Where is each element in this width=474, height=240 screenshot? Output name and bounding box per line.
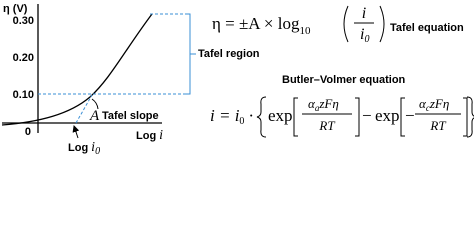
bv-den2: RT	[429, 118, 446, 133]
bv-den1: RT	[318, 118, 335, 133]
tafel-log-sub: 10	[299, 25, 311, 37]
exchange-arrow	[72, 125, 80, 139]
bv-exp1: exp	[268, 106, 293, 125]
tafel-eq: η = ±A × log10	[212, 14, 311, 37]
braces	[256, 96, 474, 138]
bv-lhs-sub: 0	[239, 116, 244, 127]
tafel-lhs: η = ±A × log	[212, 14, 300, 33]
bv-num1: αazFη	[308, 96, 339, 113]
bv-alpha2: α	[419, 96, 427, 111]
bv-alpha1-sub: a	[315, 103, 320, 113]
bv-lhs-text: i = i	[210, 106, 240, 125]
y-tick-label: 0.20	[13, 52, 34, 64]
parens	[343, 5, 385, 43]
slope-label: Tafel slope	[102, 110, 159, 122]
x-label-var: i	[159, 128, 163, 143]
y-tick-label: 0.30	[13, 15, 34, 27]
x-axis-label: Log i	[136, 128, 163, 143]
origin-label: 0	[25, 126, 31, 138]
bv-exp2: exp	[375, 106, 400, 125]
exchange-label: Log i0	[68, 140, 100, 157]
bv-title: Butler–Volmer equation	[282, 74, 406, 86]
curve	[1, 13, 153, 126]
guide-lines	[38, 13, 186, 95]
diagram: η (V) 0.30 0.20 0.10 0 Log i Tafel region…	[1, 3, 474, 157]
bv-lhs: i = i0 ·	[210, 106, 254, 127]
tafel-num: i	[362, 5, 366, 22]
bv-minus2: −	[405, 106, 415, 125]
slope-arc	[91, 98, 99, 110]
bv-minus: −	[362, 106, 372, 125]
extrapolation	[75, 94, 93, 124]
bv-num2-rest: zFη	[429, 96, 449, 111]
bv-dot: ·	[248, 106, 254, 125]
exchange-text: Log	[68, 142, 88, 154]
y-axis-label: η (V)	[3, 3, 28, 15]
bv-num2: αczFη	[419, 96, 449, 113]
exchange-var: i	[91, 140, 95, 155]
brackets-1	[293, 97, 360, 137]
tafel-label: Tafel equation	[390, 22, 464, 34]
tafel-den-var: i	[360, 26, 364, 43]
x-label-text: Log	[136, 130, 156, 142]
tafel-den-sub: 0	[364, 34, 369, 45]
exchange-sub: 0	[95, 146, 100, 157]
brackets-2	[400, 97, 468, 137]
bv-num1-rest: zFη	[318, 96, 338, 111]
region-bracket	[186, 13, 196, 95]
bv-alpha2-sub: c	[426, 103, 430, 113]
tafel-den: i0	[360, 26, 369, 45]
y-tick-label: 0.10	[13, 89, 34, 101]
bv-alpha1: α	[308, 96, 316, 111]
tafel-region-label: Tafel region	[198, 48, 260, 60]
slope-symbol: A	[89, 108, 100, 124]
axes	[2, 4, 162, 133]
